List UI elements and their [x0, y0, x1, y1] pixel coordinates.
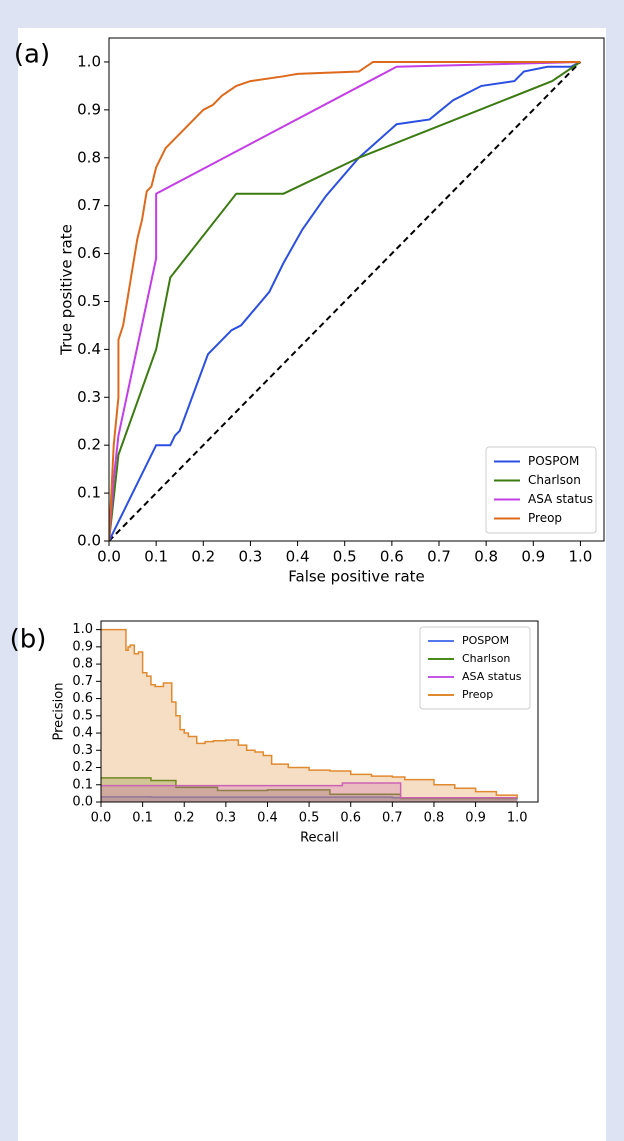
y-tick-label: 0.5 — [72, 708, 93, 723]
x-axis-label: False positive rate — [288, 568, 425, 586]
y-tick-label: 0.8 — [72, 657, 93, 672]
panel — [18, 28, 606, 1141]
x-tick-label: 0.7 — [427, 548, 451, 566]
x-tick-label: 0.0 — [97, 548, 121, 566]
x-tick-label: 0.6 — [340, 811, 361, 826]
y-tick-label: 0.7 — [72, 674, 93, 689]
reference-line — [109, 61, 582, 541]
x-tick-label: 0.1 — [132, 811, 153, 826]
x-tick-label: 0.2 — [191, 548, 215, 566]
line — [109, 61, 581, 541]
legend-label: POSPOM — [528, 454, 579, 468]
x-tick-label: 0.3 — [238, 548, 262, 566]
legend-box — [419, 626, 531, 710]
area — [101, 629, 518, 802]
line — [109, 60, 581, 541]
y-tick-label: 0.3 — [77, 388, 101, 406]
y-tick-label: 0.9 — [77, 100, 101, 118]
line — [109, 61, 581, 541]
plot — [101, 628, 518, 802]
area — [101, 783, 518, 802]
x-tick-label: 0.4 — [286, 548, 310, 566]
legend-label: Preop — [528, 511, 562, 525]
x-tick-label: 0.8 — [474, 548, 498, 566]
x-tick-label: 0.5 — [299, 811, 320, 826]
line — [109, 60, 581, 541]
x-tick-label: 0.5 — [333, 548, 357, 566]
y-tick-label: 0.7 — [77, 196, 101, 214]
legend-box — [485, 446, 597, 534]
y-tick-label: 0.1 — [77, 484, 101, 502]
y-tick-label: 0.3 — [72, 743, 93, 758]
panel-label: (b) — [10, 625, 47, 655]
y-tick-label: 0.6 — [77, 244, 101, 262]
axes-frame — [100, 620, 539, 803]
x-tick-label: 1.0 — [507, 811, 528, 826]
step-line — [101, 628, 518, 798]
y-tick-label: 0.9 — [72, 639, 93, 654]
y-tick-label: 0.2 — [72, 760, 93, 775]
y-tick-label: 0.4 — [72, 726, 93, 741]
y-tick-label: 1.0 — [72, 622, 93, 637]
axes-frame — [108, 37, 605, 542]
x-tick-label: 0.1 — [144, 548, 168, 566]
y-tick-label: 0.1 — [72, 777, 93, 792]
x-tick-label: 0.2 — [174, 811, 195, 826]
y-tick-label: 0.4 — [77, 340, 101, 358]
panel-label: (a) — [14, 40, 50, 70]
x-tick-label: 0.4 — [257, 811, 278, 826]
legend-label: Charlson — [462, 652, 510, 665]
x-axis-label: Recall — [300, 831, 339, 846]
y-axis-label: Precision — [52, 682, 67, 740]
y-axis-label: True positive rate — [58, 224, 76, 356]
x-tick-label: 0.8 — [424, 811, 445, 826]
y-tick-label: 1.0 — [77, 52, 101, 70]
y-tick-label: 0.0 — [77, 532, 101, 550]
x-tick-label: 0.7 — [382, 811, 403, 826]
legend-label: POSPOM — [462, 634, 509, 647]
legend-label: ASA status — [528, 492, 593, 506]
y-tick-label: 0.5 — [77, 292, 101, 310]
x-tick-label: 0.6 — [380, 548, 404, 566]
y-tick-label: 0.6 — [72, 691, 93, 706]
step-line — [101, 782, 518, 799]
x-tick-label: 0.9 — [465, 811, 486, 826]
y-tick-label: 0.8 — [77, 148, 101, 166]
legend-label: Charlson — [528, 473, 581, 487]
x-tick-label: 0.3 — [216, 811, 237, 826]
x-tick-label: 0.9 — [521, 548, 545, 566]
legend-label: Preop — [462, 688, 493, 701]
x-tick-label: 0.0 — [91, 811, 112, 826]
x-tick-label: 1.0 — [568, 548, 592, 566]
y-tick-label: 0.2 — [77, 436, 101, 454]
plot — [109, 60, 582, 541]
y-tick-label: 0.0 — [72, 795, 93, 810]
legend-label: ASA status — [462, 670, 522, 683]
step-line — [101, 777, 518, 800]
